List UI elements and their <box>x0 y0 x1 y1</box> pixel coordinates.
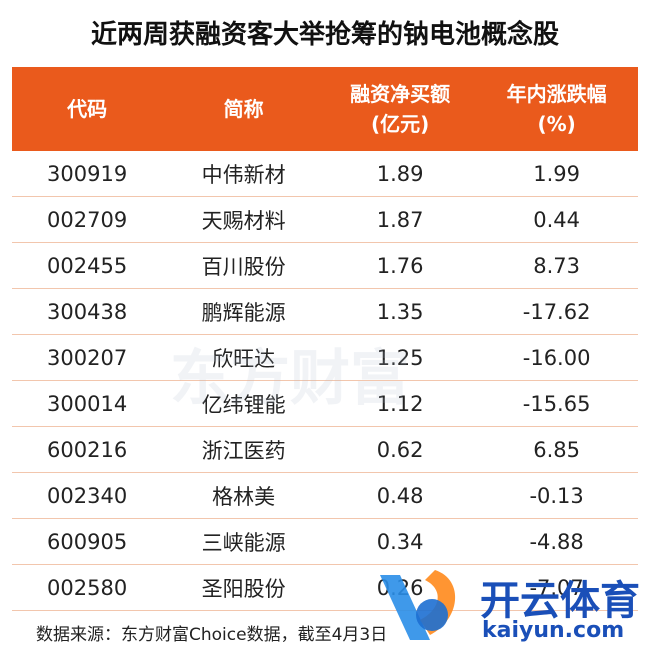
table-cell: 0.34 <box>324 518 476 565</box>
table-cell: 300438 <box>12 288 163 335</box>
table-cell: 300207 <box>12 334 163 381</box>
column-header: 融资净买额 (亿元) <box>324 67 476 151</box>
table-row: 600216 浙江医药 0.62 6.85 <box>12 426 638 473</box>
column-header: 代码 <box>12 67 163 151</box>
table-cell: -0.13 <box>475 472 638 519</box>
table-cell: 鹏辉能源 <box>162 288 325 335</box>
table-row: 300207 欣旺达 1.25 -16.00 <box>12 334 638 381</box>
table-row: 002340 格林美 0.48 -0.13 <box>12 472 638 519</box>
column-header: 年内涨跌幅 (%) <box>475 67 638 151</box>
table: 代码 简称 融资净买额 (亿元) 年内涨跌幅 (%) 300919 中伟新材 1.89 1.… <box>12 67 638 611</box>
table-cell: -16.00 <box>475 334 638 381</box>
table-cell: -7.07 <box>475 564 638 611</box>
table-row: 300438 鹏辉能源 1.35 -17.62 <box>12 288 638 335</box>
table-cell: -15.65 <box>475 380 638 427</box>
table-cell: 0.48 <box>324 472 476 519</box>
column-header: 简称 <box>162 67 325 151</box>
table-cell: 1.99 <box>475 151 638 197</box>
table-cell: 300919 <box>12 151 163 197</box>
table-cell: 三峡能源 <box>162 518 325 565</box>
table-cell: 1.12 <box>324 380 476 427</box>
table-cell: 欣旺达 <box>162 334 325 381</box>
table-row: 002580 圣阳股份 0.26 -7.07 <box>12 564 638 611</box>
table-cell: 0.62 <box>324 426 476 473</box>
table-cell: 002455 <box>12 242 163 289</box>
table-cell: 6.85 <box>475 426 638 473</box>
table-cell: 300014 <box>12 380 163 427</box>
table-cell: 002340 <box>12 472 163 519</box>
table-cell: 0.26 <box>324 564 476 611</box>
table-cell: -4.88 <box>475 518 638 565</box>
table-cell: 1.76 <box>324 242 476 289</box>
table-cell: 002709 <box>12 196 163 243</box>
table-cell: 天赐材料 <box>162 196 325 243</box>
table-row: 300919 中伟新材 1.89 1.99 <box>12 151 638 197</box>
title: 近两周获融资客大举抢筹的钠电池概念股 <box>90 20 559 50</box>
logo-url: kaiyun.com <box>482 618 625 643</box>
table-cell: 1.25 <box>324 334 476 381</box>
table-cell: 600216 <box>12 426 163 473</box>
table-cell: 600905 <box>12 518 163 565</box>
table-cell: 1.35 <box>324 288 476 335</box>
table-cell: 1.87 <box>324 196 476 243</box>
table-cell: 中伟新材 <box>162 151 325 197</box>
table-cell: -17.62 <box>475 288 638 335</box>
table-cell: 0.44 <box>475 196 638 243</box>
table-cell: 8.73 <box>475 242 638 289</box>
table-row: 600905 三峡能源 0.34 -4.88 <box>12 518 638 565</box>
table-cell: 1.89 <box>324 151 476 197</box>
table-cell: 格林美 <box>162 472 325 519</box>
table-row: 002709 天赐材料 1.87 0.44 <box>12 196 638 243</box>
source-note: 数据来源：东方财富Choice数据，截至4月3日 <box>36 625 388 645</box>
table-cell: 浙江医药 <box>162 426 325 473</box>
table-row: 300014 亿纬锂能 1.12 -15.65 <box>12 380 638 427</box>
table-cell: 圣阳股份 <box>162 564 325 611</box>
table-body: 300919 中伟新材 1.89 1.99 002709 天赐材料 1.87 0.44 0024… <box>12 151 638 611</box>
table-row: 002455 百川股份 1.76 8.73 <box>12 242 638 289</box>
table-cell: 亿纬锂能 <box>162 380 325 427</box>
table-cell: 百川股份 <box>162 242 325 289</box>
header-row: 代码 简称 融资净买额 (亿元) 年内涨跌幅 (%) <box>12 67 638 151</box>
table-cell: 002580 <box>12 564 163 611</box>
